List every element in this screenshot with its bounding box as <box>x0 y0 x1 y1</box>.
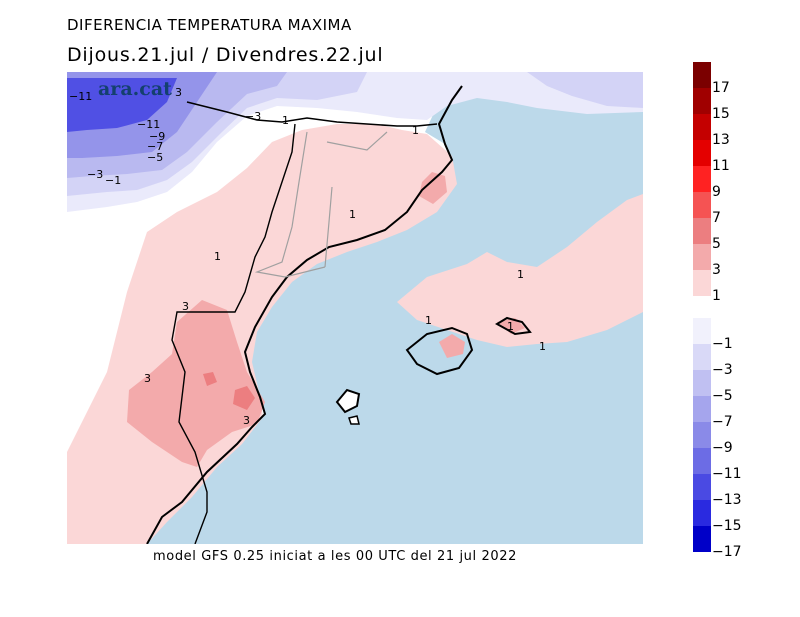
province-borders <box>254 131 388 278</box>
warm-anomaly-3-mallorca <box>439 334 465 358</box>
contour-label: −3 <box>87 168 103 181</box>
map-subtitle: Dijous.21.jul / Divendres.22.jul <box>67 44 384 66</box>
legend-cold-label: −1 <box>712 336 733 352</box>
cold-anomaly-ne <box>527 72 643 108</box>
legend-warm-label: 7 <box>712 210 721 226</box>
legend-cold-swatch <box>693 474 711 500</box>
legend-cold-swatch <box>693 318 711 344</box>
france-border <box>186 101 438 127</box>
legend-warm-swatch <box>693 88 711 114</box>
contour-label: 1 <box>507 320 514 333</box>
legend-cold-label: −7 <box>712 414 733 430</box>
ara-cat-logo: ara.cat <box>98 78 172 100</box>
legend-warm-swatch <box>693 244 711 270</box>
contour-label: −5 <box>147 151 163 164</box>
mallorca-island <box>405 326 474 376</box>
legend-cold-swatch <box>693 448 711 474</box>
legend-cold-swatch <box>693 526 711 552</box>
region-borders <box>171 123 296 544</box>
contour-label: −3 <box>245 110 261 123</box>
ibiza-island <box>335 388 361 414</box>
model-info: model GFS 0.25 iniciat a les 00 UTC del … <box>153 549 517 564</box>
contour-label: −7 <box>147 140 163 153</box>
contour-label: −1 <box>105 174 121 187</box>
warm-anomaly-5-spots <box>203 372 255 410</box>
legend-warm-swatch <box>693 62 711 88</box>
contour-label: 1 <box>517 268 524 281</box>
contour-label: 1 <box>539 340 546 353</box>
menorca-island <box>495 316 532 336</box>
legend-warm-label: 13 <box>712 132 730 148</box>
legend-warm-swatch <box>693 218 711 244</box>
legend-warm-label: 9 <box>712 184 721 200</box>
contour-label: −11 <box>137 118 160 131</box>
map-title: DIFERENCIA TEMPERATURA MAXIMA <box>67 16 352 34</box>
legend-cold-label: −17 <box>712 544 742 560</box>
formentera-island <box>348 415 360 425</box>
legend-cold-label: −13 <box>712 492 742 508</box>
legend-cold-label: −3 <box>712 362 733 378</box>
color-legend: 17 15 13 11 9 7 5 3 1 −1 −3 −5 −7 −9 −11 −13 −15 −17 <box>693 62 742 560</box>
legend-warm-swatch <box>693 166 711 192</box>
legend-cold-label: −9 <box>712 440 733 456</box>
contour-label: 3 <box>175 86 182 99</box>
contour-label: 1 <box>412 124 419 137</box>
legend-warm-label: 3 <box>712 262 721 278</box>
contour-label: 1 <box>282 114 289 127</box>
legend-warm-swatch <box>693 270 711 296</box>
legend-warm-label: 11 <box>712 158 730 174</box>
warm-anomaly-3-inland <box>127 300 265 467</box>
legend-cold-swatch <box>693 344 711 370</box>
legend-cold-label: −11 <box>712 466 742 482</box>
legend-cold-label: −15 <box>712 518 742 534</box>
contour-label: 1 <box>349 208 356 221</box>
warm-anomaly-3-spot-ne <box>419 172 447 204</box>
mediterranean-sea <box>147 82 643 544</box>
legend-warm-swatch <box>693 140 711 166</box>
legend-cold-swatch <box>693 396 711 422</box>
warm-anomaly-1-islands <box>397 194 643 347</box>
temperature-difference-map: 1 1 1 1 1 1 1 1 3 3 3 −3 −1 −3 −11 −11 −… <box>67 72 643 544</box>
contour-label: 1 <box>425 314 432 327</box>
contour-label: 3 <box>243 414 250 427</box>
legend-cold-swatch <box>693 500 711 526</box>
legend-warm-swatch <box>693 114 711 140</box>
legend-warm-label: 5 <box>712 236 721 252</box>
legend-cold-swatch <box>693 370 711 396</box>
legend-cold-swatch <box>693 422 711 448</box>
legend-warm-label: 17 <box>712 80 730 96</box>
legend-cold-label: −5 <box>712 388 733 404</box>
contour-label: 1 <box>214 250 221 263</box>
contour-label: −11 <box>69 90 92 103</box>
cold-anomaly-11 <box>67 78 177 132</box>
legend-warm-swatch <box>693 192 711 218</box>
legend-warm-label: 15 <box>712 106 730 122</box>
warm-anomaly-3-menorca <box>497 318 525 334</box>
contour-label: 3 <box>144 372 151 385</box>
contour-label: 3 <box>182 300 189 313</box>
legend-warm-label: 1 <box>712 288 721 304</box>
contour-label: −9 <box>149 130 165 143</box>
